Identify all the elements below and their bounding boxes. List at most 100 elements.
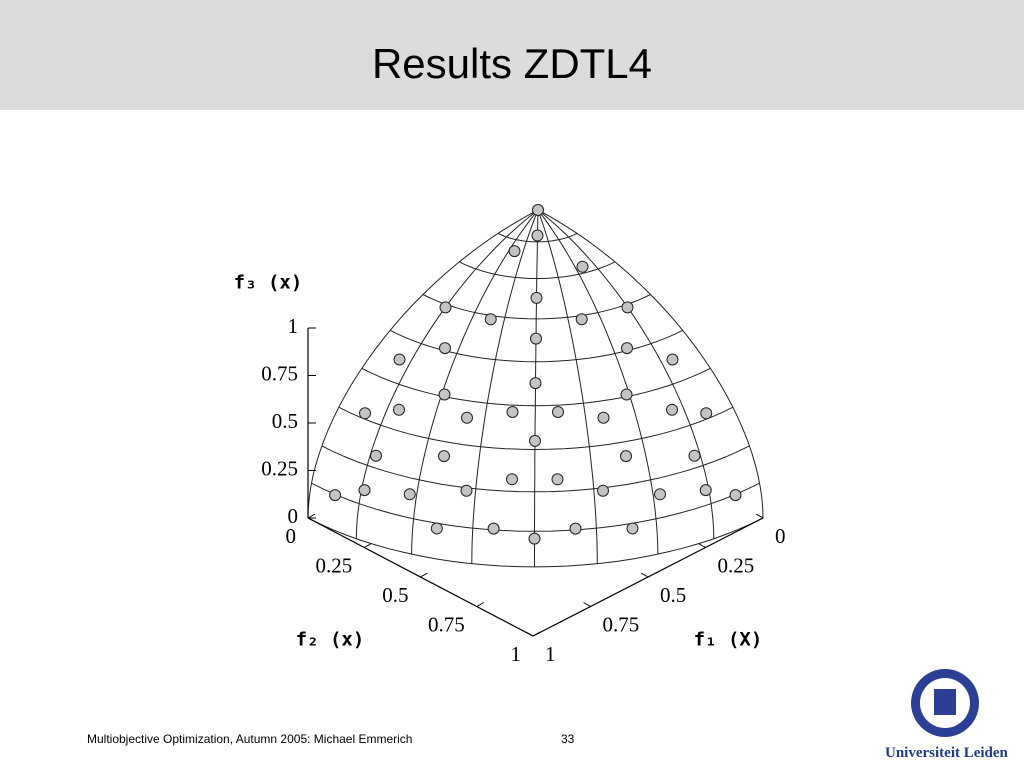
footer: Multiobjective Optimization, Autumn 2005… <box>87 732 413 746</box>
point <box>666 353 679 366</box>
x-tick <box>698 543 706 548</box>
parallel <box>389 329 683 363</box>
parallel <box>321 445 750 493</box>
parallel <box>361 367 711 407</box>
point <box>626 522 639 535</box>
point <box>530 332 542 345</box>
point <box>403 488 416 501</box>
point <box>620 388 633 401</box>
point <box>576 260 589 273</box>
parallel <box>459 261 616 279</box>
x-tick <box>525 631 534 637</box>
point <box>529 377 542 390</box>
chart-background <box>180 178 845 688</box>
y-tick-label: 0 <box>286 524 297 548</box>
point <box>393 403 405 416</box>
z-tick-label: 1 <box>288 314 299 338</box>
y-tick-label: 1 <box>511 642 522 666</box>
y-tick <box>364 543 372 548</box>
point <box>484 313 497 326</box>
x-tick-label: 0 <box>775 524 786 548</box>
x-tick-label: 0.25 <box>718 553 755 577</box>
axes: 0 0.25 0.5 0.75 1 0 0.25 0.5 0.75 1 0 0.25 0.5 0.75 1 f… <box>234 272 786 666</box>
seal-shield <box>934 689 956 715</box>
point <box>358 484 371 497</box>
meridian <box>537 209 764 519</box>
meridian <box>537 209 598 564</box>
z-tick-label: 0.25 <box>261 456 298 480</box>
point <box>461 411 473 424</box>
slide-title: Results ZDTL4 <box>371 40 653 87</box>
x-tick <box>755 513 764 519</box>
y-tick-label: 0.25 <box>316 553 353 577</box>
point <box>688 449 701 462</box>
point <box>460 484 473 497</box>
point <box>508 245 521 258</box>
point <box>575 313 588 326</box>
point <box>438 450 450 463</box>
parallel <box>311 482 760 532</box>
point <box>700 407 713 420</box>
x-tick-label: 1 <box>545 642 556 666</box>
parallel <box>338 406 734 451</box>
parallel <box>422 294 651 320</box>
point <box>370 449 382 462</box>
page-number: 33 <box>561 732 575 746</box>
point <box>393 353 406 366</box>
y-axis-label: f₂ (x) <box>296 629 365 651</box>
y-tick <box>476 602 484 607</box>
header-band <box>0 0 1024 110</box>
points <box>329 204 742 545</box>
point <box>506 473 518 486</box>
point <box>621 342 633 355</box>
point <box>569 522 582 535</box>
point <box>532 204 544 216</box>
x-axis-label: f₁ (X) <box>694 629 763 651</box>
meridian <box>411 209 539 555</box>
y-tick <box>532 631 541 637</box>
meridian <box>471 209 539 564</box>
point <box>430 522 443 535</box>
z-tick-label: 0 <box>288 504 299 528</box>
point <box>621 301 634 314</box>
point <box>487 522 500 535</box>
point <box>597 411 610 424</box>
point <box>654 488 666 501</box>
y-tick <box>420 572 428 578</box>
y-tick-label: 0.75 <box>428 612 465 636</box>
z-tick-label: 0.5 <box>272 409 298 433</box>
point <box>438 388 451 401</box>
x-tick-label: 0.5 <box>660 583 686 607</box>
logo-text: Universiteit Leiden <box>885 745 1008 761</box>
point <box>506 406 519 418</box>
logo-seal <box>911 669 979 737</box>
x-tick <box>640 572 649 578</box>
y-tick-label: 0.5 <box>382 583 408 607</box>
parallel <box>497 232 578 243</box>
point <box>439 342 451 355</box>
x-tick-label: 0.75 <box>603 612 640 636</box>
point <box>530 291 543 304</box>
point <box>729 489 742 502</box>
point <box>531 229 544 242</box>
parallel <box>307 517 764 568</box>
point <box>666 403 678 416</box>
y-tick <box>307 513 316 519</box>
z-axis-label: f₃ (x) <box>234 272 303 294</box>
point <box>439 301 452 314</box>
point <box>552 406 564 418</box>
point <box>620 450 632 463</box>
point <box>359 407 371 420</box>
point <box>528 532 541 545</box>
point <box>529 434 541 447</box>
x-tick <box>583 602 591 607</box>
meridian <box>307 209 539 519</box>
point <box>597 484 609 497</box>
point <box>699 484 712 497</box>
z-tick-label: 0.75 <box>261 361 298 385</box>
point <box>329 489 342 502</box>
point <box>551 473 564 486</box>
meridian <box>537 209 659 555</box>
